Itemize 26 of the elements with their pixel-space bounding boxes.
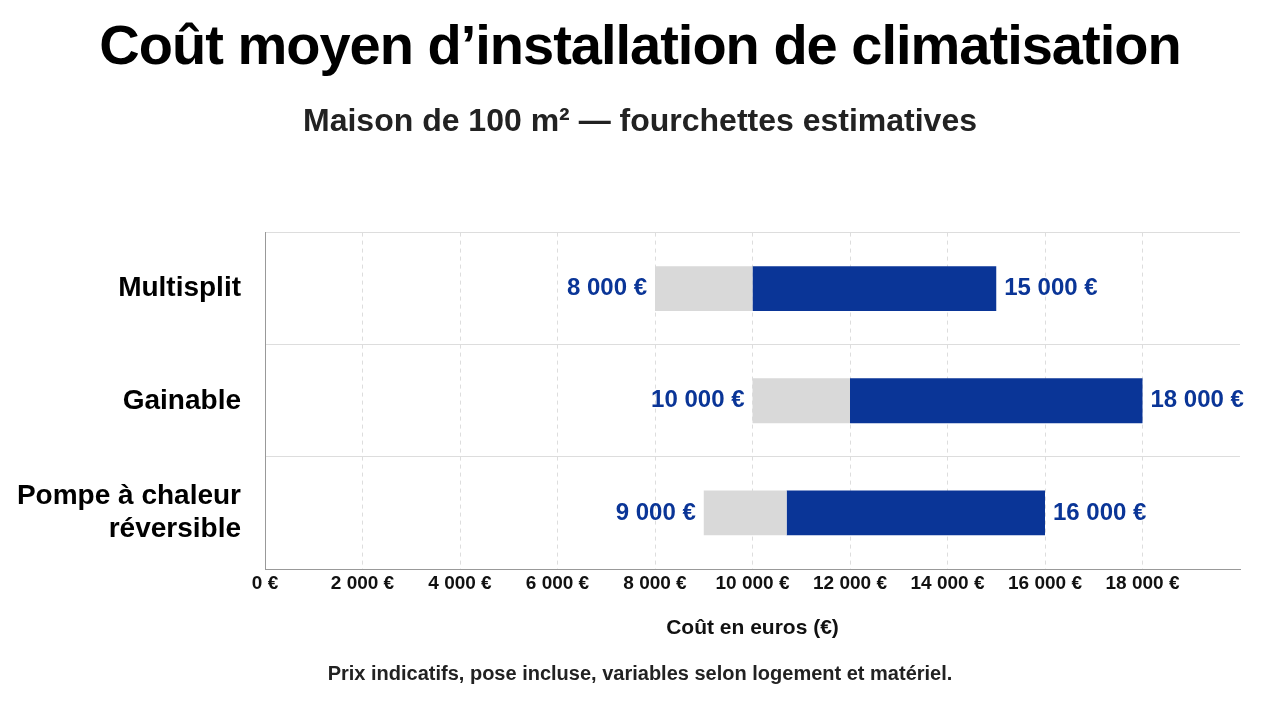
annotation: 15 000 € [1004,273,1098,301]
chart-subtitle: Maison de 100 m² — fourchettes estimatives [302,102,978,139]
annotation: 10 000 € [651,385,745,413]
x-tick-label: 12 000 € [813,571,888,593]
annotation: 16 000 € [1053,497,1147,525]
bar [786,490,1045,536]
y-tick-label: Pompe à chaleur réversible [16,478,242,544]
x-tick-label: 4 000 € [428,571,493,593]
y-tick-label: Gainable [122,383,241,415]
x-tick-label: 2 000 € [330,571,395,593]
annotation: 18 000 € [1150,385,1244,413]
x-tick-label: 14 000 € [910,571,985,593]
x-tick-label: 8 000 € [623,571,688,593]
chart-title: Coût moyen d’installation de climatisation [98,12,1182,77]
bar [752,266,997,312]
y-tick-label: Multisplit [118,271,241,303]
x-tick-label: 6 000 € [525,571,590,593]
x-tick-label: 0 € [251,571,279,593]
text: Prix indicatifs, pose incluse, variables selon logement et matériel. [326,662,954,685]
x-tick-label: 18 000 € [1105,571,1180,593]
x-tick-label: 10 000 € [715,571,790,593]
annotation: 9 000 € [615,497,696,525]
x-axis-title: Coût en euros (€) [666,615,839,639]
x-tick-label: 16 000 € [1008,571,1083,593]
bar [850,378,1143,424]
annotation: 8 000 € [566,273,647,301]
